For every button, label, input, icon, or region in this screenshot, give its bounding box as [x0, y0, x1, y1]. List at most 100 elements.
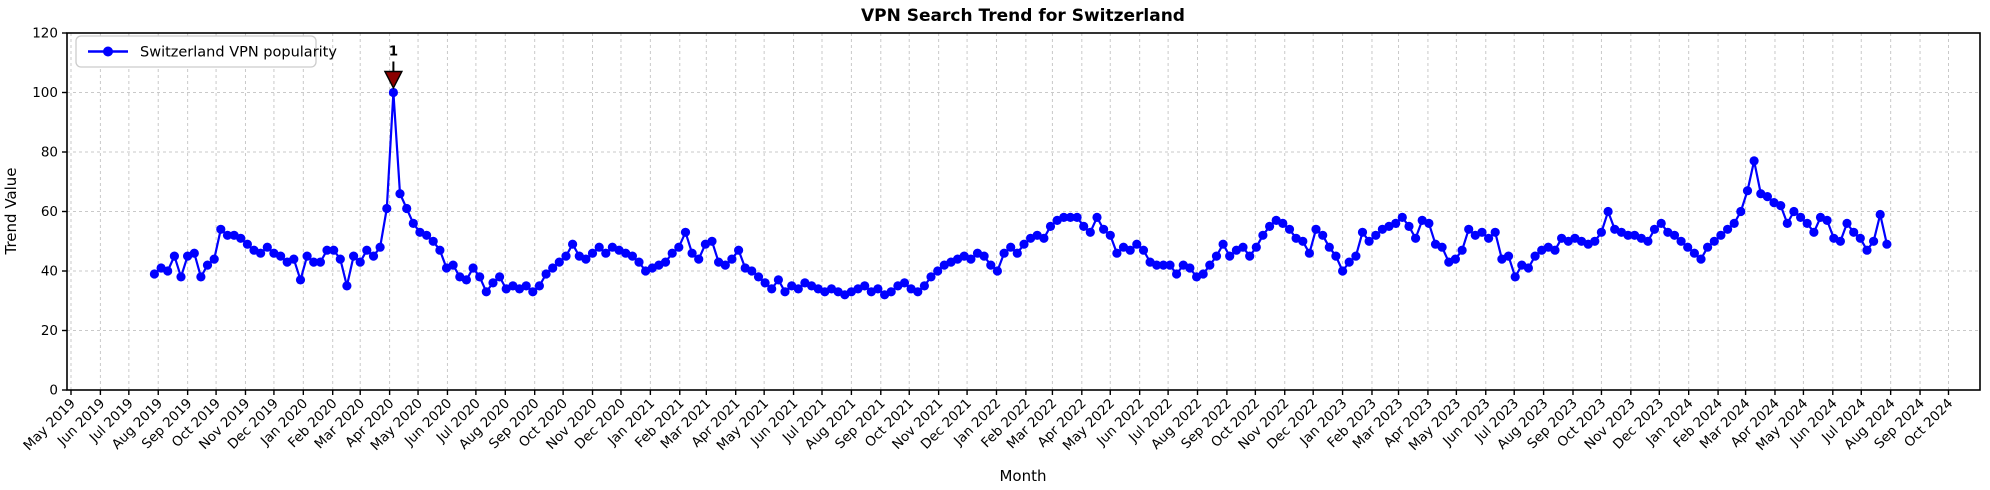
data-point-marker: [1523, 263, 1533, 273]
data-point-marker: [276, 251, 286, 261]
y-tick-label: 100: [32, 85, 58, 101]
data-point-marker: [720, 260, 730, 270]
data-point-marker: [1669, 230, 1680, 240]
data-point-marker: [176, 272, 186, 282]
data-point-marker: [368, 251, 379, 261]
data-point-marker: [1198, 269, 1208, 279]
data-point-marker: [541, 269, 551, 279]
data-point-marker: [1484, 233, 1494, 243]
data-point-marker: [163, 266, 173, 276]
data-point-marker: [1802, 218, 1812, 228]
data-point-marker: [1258, 230, 1268, 240]
data-point-marker: [342, 281, 352, 291]
data-point-marker: [395, 189, 405, 199]
data-point-marker: [222, 230, 233, 240]
data-point-marker: [913, 287, 923, 297]
data-point-marker: [1278, 218, 1288, 228]
data-point-marker: [1716, 230, 1726, 240]
data-point-marker: [1344, 257, 1354, 267]
data-point-marker: [1165, 260, 1175, 270]
data-point-marker: [1849, 227, 1859, 237]
legend-label: Switzerland VPN popularity: [140, 45, 337, 61]
data-point-marker: [548, 263, 558, 273]
data-point-marker: [1318, 230, 1328, 240]
data-point-marker: [873, 284, 883, 294]
data-point-marker: [780, 287, 790, 297]
data-point-marker: [1397, 212, 1407, 222]
data-point-marker: [428, 236, 438, 246]
data-point-marker: [1550, 245, 1560, 255]
data-point-marker: [687, 248, 697, 258]
data-point-marker: [1132, 239, 1142, 249]
data-point-marker: [979, 251, 989, 261]
data-point-marker: [335, 254, 345, 264]
data-point-marker: [1245, 251, 1255, 261]
data-point-marker: [236, 233, 246, 243]
data-point-marker: [1324, 242, 1334, 252]
data-point-marker: [1822, 215, 1832, 225]
data-point-marker: [1477, 227, 1487, 237]
data-point-marker: [1211, 251, 1222, 261]
y-tick-label: 0: [49, 383, 58, 399]
data-point-marker: [753, 272, 764, 282]
data-point-marker: [747, 266, 757, 276]
data-point-marker: [1656, 218, 1666, 228]
data-point-marker: [601, 248, 611, 258]
data-point-marker: [1045, 221, 1056, 231]
data-point-marker: [1749, 156, 1759, 166]
data-point-marker: [402, 203, 412, 214]
data-point-marker: [1404, 221, 1414, 231]
data-point-marker: [627, 251, 638, 261]
data-point-marker: [1357, 227, 1368, 237]
data-point-marker: [1842, 218, 1852, 228]
data-point-marker: [362, 245, 372, 255]
data-point-marker: [322, 245, 332, 255]
data-point-marker: [1411, 233, 1421, 243]
data-point-marker: [1875, 209, 1885, 220]
data-point-marker: [1391, 218, 1401, 228]
data-point-marker: [1331, 251, 1341, 261]
data-point-marker: [349, 251, 359, 261]
data-point-marker: [1649, 224, 1660, 234]
data-point-marker: [488, 278, 498, 288]
data-point-marker: [1085, 227, 1095, 237]
data-point-marker: [216, 224, 226, 234]
data-point-marker: [860, 281, 870, 291]
data-point-marker: [196, 272, 206, 282]
data-point-marker: [355, 257, 365, 267]
data-point-marker: [1092, 212, 1102, 222]
data-point-marker: [1590, 236, 1600, 246]
data-point-marker: [315, 257, 325, 267]
data-point-marker: [1059, 212, 1069, 222]
data-point-marker: [1099, 224, 1109, 234]
data-point-marker: [375, 242, 385, 252]
data-point-marker: [1703, 242, 1713, 252]
data-point-marker: [422, 230, 432, 240]
data-point-marker: [309, 257, 319, 267]
data-point-marker: [1138, 245, 1149, 255]
data-point-marker: [1205, 260, 1215, 270]
data-point-marker: [1510, 272, 1520, 282]
data-point-marker: [302, 251, 312, 261]
data-point-marker: [554, 257, 564, 267]
data-point-marker: [1218, 239, 1228, 249]
data-point-marker: [1835, 236, 1845, 246]
data-point-marker: [149, 269, 159, 279]
data-point-marker: [481, 287, 491, 297]
data-point-marker: [793, 284, 803, 294]
data-point-marker: [1112, 248, 1122, 258]
data-point-marker: [1072, 212, 1082, 222]
data-point-marker: [1490, 227, 1500, 237]
data-point-marker: [1623, 230, 1633, 240]
data-point-marker: [169, 251, 179, 261]
data-point-marker: [1371, 230, 1381, 240]
data-point-marker: [1882, 239, 1892, 249]
data-point-marker: [1019, 239, 1029, 249]
y-tick-label: 80: [41, 145, 58, 161]
annotation-triangle-icon: [383, 70, 404, 90]
tick-marks: [62, 32, 1950, 395]
data-point-marker: [448, 260, 458, 270]
data-point-marker: [1012, 248, 1022, 258]
data-point-marker: [594, 242, 604, 252]
